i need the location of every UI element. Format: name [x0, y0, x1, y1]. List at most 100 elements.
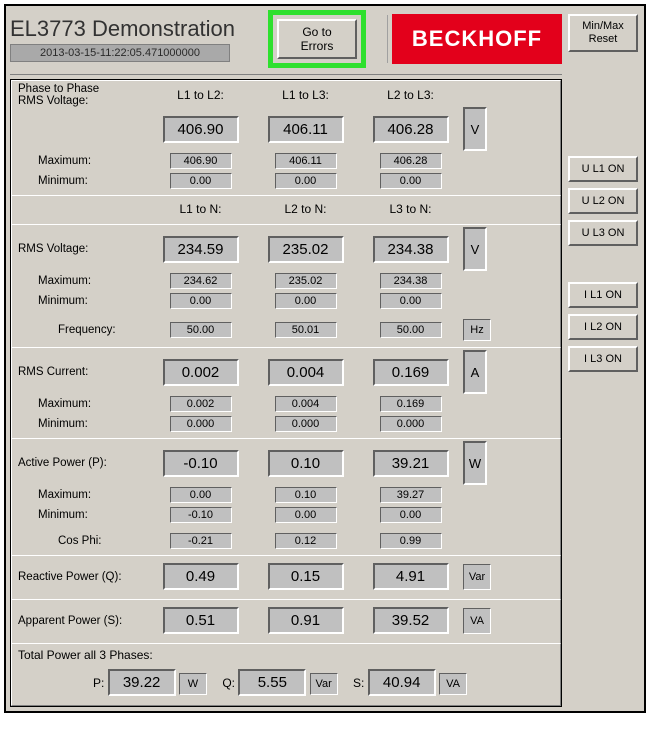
pn-min1: 0.00: [170, 293, 232, 309]
total-power-label: Total Power all 3 Phases:: [18, 646, 554, 664]
freq2: 50.01: [275, 322, 337, 338]
pp-max1: 406.90: [170, 153, 232, 169]
i-max1: 0.002: [170, 396, 232, 412]
q2: 0.15: [268, 563, 344, 590]
max-label: Maximum:: [18, 155, 148, 167]
pp-v1: 406.90: [163, 116, 239, 143]
col-head-l2l3: L2 to L3:: [358, 84, 463, 106]
i-l3-button[interactable]: I L3 ON: [568, 346, 638, 372]
header-spacer: [372, 15, 388, 63]
pp-max3: 406.28: [380, 153, 442, 169]
max-label2: Maximum:: [18, 275, 148, 287]
s1: 0.51: [163, 607, 239, 634]
total-p-label: P:: [93, 676, 104, 690]
p-max3: 39.27: [380, 487, 442, 503]
reactive-power-section: Reactive Power (Q): 0.49 0.15 4.91 Var: [11, 555, 561, 600]
u-l1-button[interactable]: U L1 ON: [568, 156, 638, 182]
p2: 0.10: [268, 450, 344, 477]
p1: -0.10: [163, 450, 239, 477]
unit-w: W: [463, 441, 487, 485]
total-q: 5.55: [238, 669, 306, 696]
total-s: 40.94: [368, 669, 436, 696]
unit-w2: W: [179, 673, 207, 695]
p-min3: 0.00: [380, 507, 442, 523]
min-label3: Minimum:: [18, 418, 148, 430]
i-min1: 0.000: [170, 416, 232, 432]
i1: 0.002: [163, 359, 239, 386]
max-label4: Maximum:: [18, 489, 148, 501]
freq1: 50.00: [170, 322, 232, 338]
reactive-power-label: Reactive Power (Q):: [18, 571, 148, 583]
active-power-label: Active Power (P):: [18, 457, 148, 469]
frequency-label: Frequency:: [18, 324, 148, 336]
cosphi-label: Cos Phi:: [18, 535, 148, 547]
col-head-l1n: L1 to N:: [148, 198, 253, 220]
pn-max1: 234.62: [170, 273, 232, 289]
unit-v2: V: [463, 227, 487, 271]
active-power-section: Active Power (P): -0.10 0.10 39.21 W Max…: [11, 438, 561, 556]
goto-errors-button[interactable]: Go to Errors: [277, 19, 357, 59]
p-min1: -0.10: [170, 507, 232, 523]
s2: 0.91: [268, 607, 344, 634]
col-head-l1l2: L1 to L2:: [148, 84, 253, 106]
col-head-l1l3: L1 to L3:: [253, 84, 358, 106]
timestamp: 2013-03-15-11:22:05.471000000: [10, 44, 230, 62]
goto-errors-highlight: Go to Errors: [268, 10, 366, 68]
pn-max2: 235.02: [275, 273, 337, 289]
minmax-reset-button[interactable]: Min/Max Reset: [568, 14, 638, 52]
unit-var: Var: [463, 564, 491, 590]
rms-voltage-section: RMS Voltage: 234.59 235.02 234.38 V Maxi…: [11, 224, 561, 348]
pn-v2: 235.02: [268, 236, 344, 263]
unit-a: A: [463, 350, 487, 394]
min-label: Minimum:: [18, 175, 148, 187]
col-head-l2n: L2 to N:: [253, 198, 358, 220]
pn-min2: 0.00: [275, 293, 337, 309]
unit-var2: Var: [310, 673, 338, 695]
q3: 4.91: [373, 563, 449, 590]
total-s-label: S:: [353, 676, 364, 690]
u-l2-button[interactable]: U L2 ON: [568, 188, 638, 214]
i-l2-button[interactable]: I L2 ON: [568, 314, 638, 340]
apparent-power-label: Apparent Power (S):: [18, 615, 148, 627]
max-label3: Maximum:: [18, 398, 148, 410]
pn-v1: 234.59: [163, 236, 239, 263]
unit-v: V: [463, 107, 487, 151]
pn-min3: 0.00: [380, 293, 442, 309]
col-head-l3n: L3 to N:: [358, 198, 463, 220]
rms-voltage-label: RMS Voltage:: [18, 243, 148, 255]
q1: 0.49: [163, 563, 239, 590]
i-min2: 0.000: [275, 416, 337, 432]
p-min2: 0.00: [275, 507, 337, 523]
pp-v3: 406.28: [373, 116, 449, 143]
i-max2: 0.004: [275, 396, 337, 412]
rms-current-label: RMS Current:: [18, 366, 148, 378]
i-max3: 0.169: [380, 396, 442, 412]
i-l1-button[interactable]: I L1 ON: [568, 282, 638, 308]
unit-hz: Hz: [463, 319, 491, 341]
p-max1: 0.00: [170, 487, 232, 503]
unit-va2: VA: [439, 673, 467, 695]
cos3: 0.99: [380, 533, 442, 549]
phase-to-phase-section: Phase to Phase RMS Voltage: L1 to L2: L1…: [11, 80, 561, 196]
cos2: 0.12: [275, 533, 337, 549]
apparent-power-section: Apparent Power (S): 0.51 0.91 39.52 VA: [11, 599, 561, 644]
unit-va: VA: [463, 608, 491, 634]
pp-min3: 0.00: [380, 173, 442, 189]
page-title: EL3773 Demonstration: [10, 16, 262, 42]
min-label2: Minimum:: [18, 295, 148, 307]
s3: 39.52: [373, 607, 449, 634]
header: EL3773 Demonstration 2013-03-15-11:22:05…: [10, 10, 562, 75]
p3: 39.21: [373, 450, 449, 477]
beckhoff-logo: BECKHOFF: [392, 14, 562, 64]
i2: 0.004: [268, 359, 344, 386]
side-buttons: Min/Max Reset U L1 ON U L2 ON U L3 ON I …: [568, 10, 640, 707]
total-q-label: Q:: [222, 676, 235, 690]
freq3: 50.00: [380, 322, 442, 338]
min-label4: Minimum:: [18, 509, 148, 521]
pp-min2: 0.00: [275, 173, 337, 189]
totals-section: Total Power all 3 Phases: P: 39.22 W Q: …: [11, 643, 561, 706]
p-max2: 0.10: [275, 487, 337, 503]
u-l3-button[interactable]: U L3 ON: [568, 220, 638, 246]
i3: 0.169: [373, 359, 449, 386]
cos1: -0.21: [170, 533, 232, 549]
